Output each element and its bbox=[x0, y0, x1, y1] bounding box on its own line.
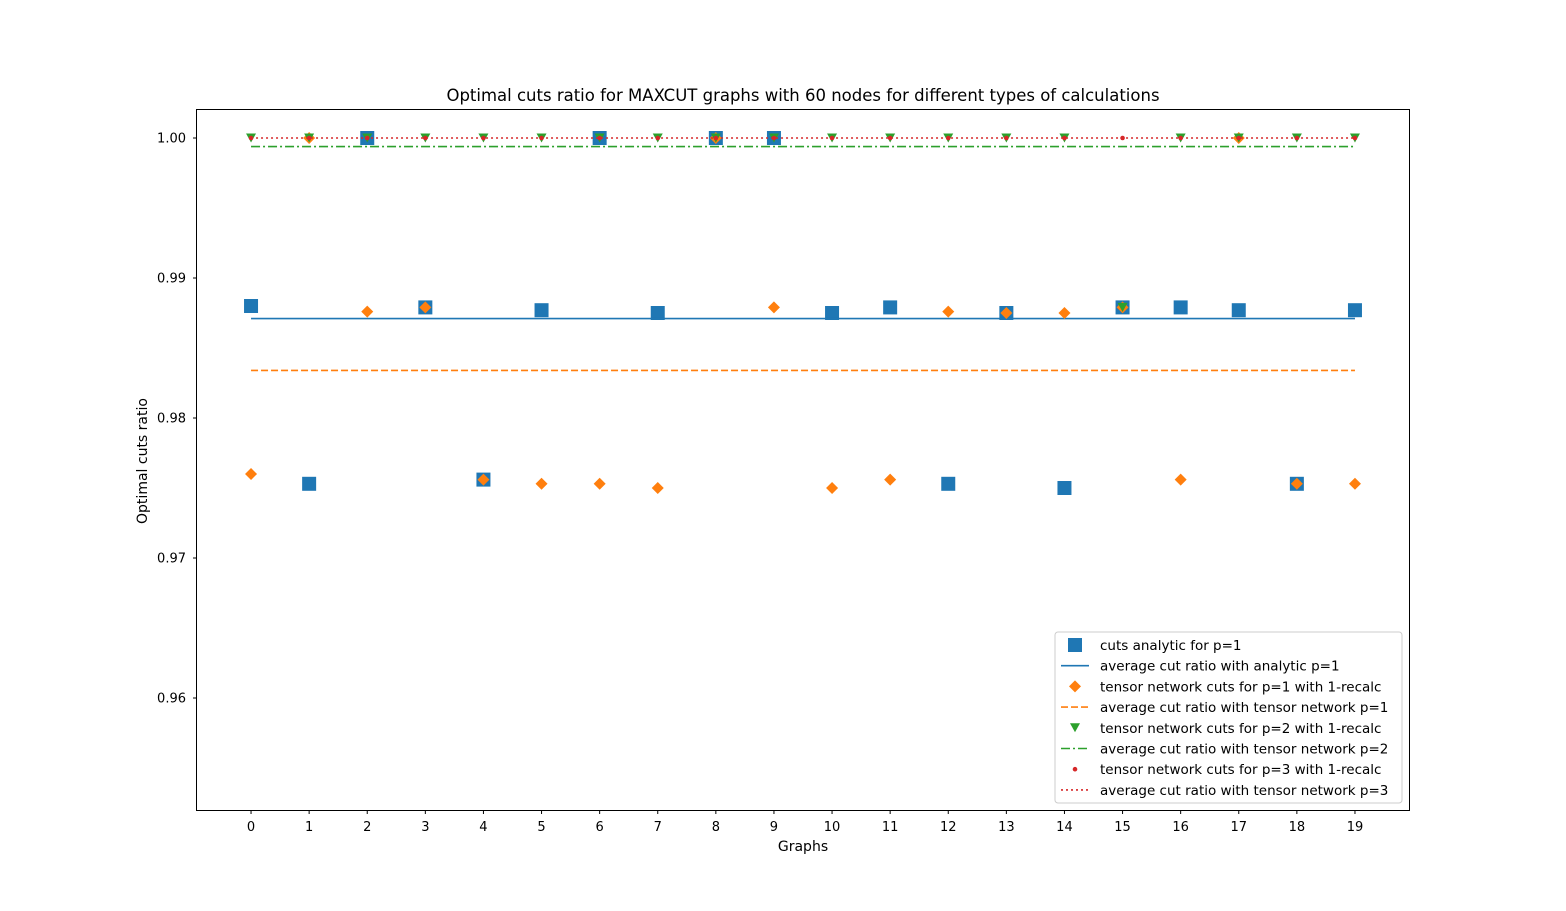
x-tick-label: 8 bbox=[712, 820, 720, 835]
y-tick-label: 0.98 bbox=[157, 412, 186, 427]
data-point bbox=[481, 135, 486, 141]
x-tick-label: 11 bbox=[882, 820, 899, 835]
data-point bbox=[302, 476, 317, 491]
y-tick-label: 0.99 bbox=[157, 272, 186, 287]
data-point bbox=[1236, 135, 1242, 141]
y-tick-label: 1.00 bbox=[157, 132, 186, 147]
data-point bbox=[423, 135, 428, 141]
chart-title: Optimal cuts ratio for MAXCUT graphs wit… bbox=[446, 86, 1159, 105]
data-point bbox=[306, 135, 312, 141]
legend-marker-swatch bbox=[1069, 680, 1081, 693]
data-point bbox=[650, 306, 665, 320]
legend-entry-label: average cut ratio with analytic p=1 bbox=[1100, 659, 1340, 675]
data-point bbox=[887, 135, 893, 141]
data-point bbox=[1290, 477, 1303, 490]
data-point bbox=[825, 306, 840, 320]
data-point bbox=[884, 473, 897, 486]
legend: cuts analytic for p=1 average cut ratio w… bbox=[1054, 631, 1403, 804]
x-tick-label: 7 bbox=[654, 820, 662, 835]
legend-entry-label: average cut ratio with tensor network p=… bbox=[1100, 783, 1388, 799]
data-point bbox=[941, 476, 956, 491]
x-axis-ticks: 0 1 2 3 4 5 6 7 8 9 10 11 12 13 14 15 16 17 18 19 bbox=[247, 810, 1363, 835]
data-point bbox=[942, 305, 955, 318]
legend-entry-label: tensor network cuts for p=2 with 1-recal… bbox=[1100, 721, 1381, 737]
data-point bbox=[1178, 135, 1183, 141]
x-tick-label: 13 bbox=[998, 820, 1015, 835]
data-point bbox=[713, 135, 719, 141]
legend-entry-label: tensor network cuts for p=3 with 1-recal… bbox=[1100, 762, 1381, 778]
data-point bbox=[1000, 307, 1013, 319]
data-point bbox=[593, 477, 606, 490]
y-tick-label: 0.96 bbox=[157, 692, 186, 707]
x-tick-label: 3 bbox=[421, 820, 429, 835]
plot-frame bbox=[196, 109, 1410, 811]
x-tick-label: 2 bbox=[363, 820, 371, 835]
data-point bbox=[419, 301, 432, 314]
x-tick-label: 17 bbox=[1230, 820, 1247, 835]
legend-marker-swatch bbox=[1070, 723, 1080, 733]
x-tick-label: 19 bbox=[1347, 820, 1364, 835]
data-point bbox=[883, 300, 898, 315]
data-point bbox=[361, 305, 374, 318]
data-point bbox=[1348, 477, 1361, 490]
data-point bbox=[826, 482, 839, 494]
data-point bbox=[767, 301, 780, 314]
x-tick-label: 16 bbox=[1172, 820, 1189, 835]
legend-entry-label: cuts analytic for p=1 bbox=[1100, 638, 1242, 654]
legend-marker-swatch bbox=[1072, 766, 1078, 772]
legend-entry-label: average cut ratio with tensor network p=… bbox=[1100, 742, 1388, 758]
data-point bbox=[1117, 302, 1128, 312]
x-tick-label: 5 bbox=[537, 820, 545, 835]
x-tick-label: 6 bbox=[596, 820, 604, 835]
data-point bbox=[945, 135, 951, 141]
y-tick-label: 0.97 bbox=[157, 552, 186, 567]
legend-entry-label: tensor network cuts for p=1 with 1-recal… bbox=[1100, 679, 1381, 695]
y-axis-label: Optimal cuts ratio bbox=[135, 398, 151, 524]
x-tick-label: 1 bbox=[305, 820, 313, 835]
x-tick-label: 15 bbox=[1114, 820, 1131, 835]
data-points bbox=[244, 131, 1362, 495]
data-point bbox=[244, 299, 259, 313]
y-axis-ticks: 0.96 0.97 0.98 0.99 1.00 bbox=[157, 132, 197, 707]
data-point bbox=[1062, 135, 1067, 141]
data-point bbox=[597, 135, 602, 141]
legend-marker-swatch bbox=[1068, 638, 1082, 652]
data-point bbox=[1231, 303, 1246, 318]
data-point bbox=[771, 135, 777, 141]
data-point bbox=[1174, 473, 1187, 486]
data-point bbox=[477, 473, 490, 486]
data-point bbox=[1173, 300, 1188, 315]
x-tick-label: 10 bbox=[824, 820, 841, 835]
x-axis-label: Graphs bbox=[778, 839, 828, 855]
x-tick-label: 18 bbox=[1289, 820, 1306, 835]
data-point bbox=[535, 477, 548, 490]
data-point bbox=[651, 482, 664, 494]
data-point bbox=[534, 303, 549, 318]
data-point bbox=[1057, 481, 1072, 495]
x-tick-label: 0 bbox=[247, 820, 255, 835]
x-tick-label: 14 bbox=[1056, 820, 1073, 835]
x-tick-label: 9 bbox=[770, 820, 778, 835]
data-point bbox=[1347, 303, 1362, 318]
legend-entry-label: average cut ratio with tensor network p=… bbox=[1100, 700, 1388, 716]
data-point bbox=[1352, 135, 1358, 141]
data-point bbox=[1058, 307, 1071, 319]
legend-frame bbox=[1054, 631, 1403, 804]
data-point bbox=[245, 468, 258, 480]
x-tick-label: 4 bbox=[479, 820, 487, 835]
x-tick-label: 12 bbox=[940, 820, 957, 835]
